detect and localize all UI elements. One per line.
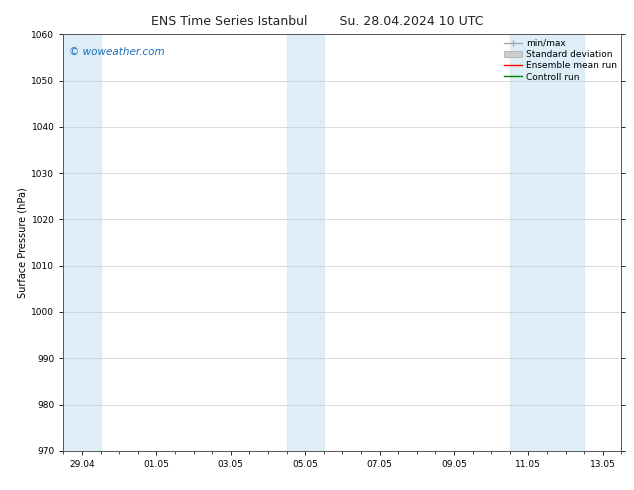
- Text: ENS Time Series Istanbul        Su. 28.04.2024 10 UTC: ENS Time Series Istanbul Su. 28.04.2024 …: [151, 15, 483, 28]
- Bar: [287, 34, 324, 451]
- Bar: [510, 34, 547, 451]
- Legend: min/max, Standard deviation, Ensemble mean run, Controll run: min/max, Standard deviation, Ensemble me…: [502, 37, 619, 83]
- Y-axis label: Surface Pressure (hPa): Surface Pressure (hPa): [17, 187, 27, 298]
- Bar: [547, 34, 584, 451]
- Bar: [63, 34, 101, 451]
- Text: © woweather.com: © woweather.com: [69, 47, 165, 57]
